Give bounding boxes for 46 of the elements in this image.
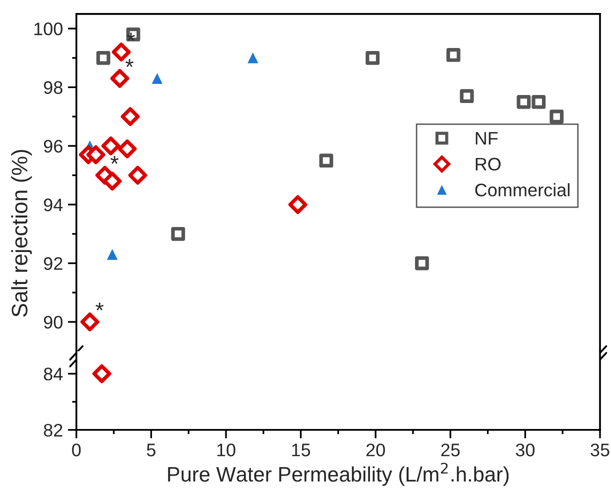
point	[96, 50, 110, 65]
point	[80, 312, 100, 332]
y-tick-label: 94	[44, 198, 63, 212]
point	[110, 69, 130, 88]
point	[516, 94, 531, 109]
annotation: *	[110, 156, 118, 164]
point	[171, 226, 186, 241]
point	[550, 110, 564, 124]
legend-label: Commercial	[475, 183, 570, 196]
legend-label: RO	[476, 158, 501, 171]
x-tick-label: 15	[292, 444, 310, 456]
x-axis-title: Pure Water Permeability (L/m$^{2}$.h.bar)	[168, 462, 509, 486]
y-tick-label: 98	[44, 81, 62, 94]
point	[86, 145, 106, 164]
x-tick-label: 5	[146, 444, 156, 456]
point	[128, 166, 148, 185]
point	[460, 89, 474, 103]
x-tick-label: 10	[217, 444, 236, 456]
annotation: *	[96, 302, 104, 310]
y-tick-label: 84	[44, 368, 63, 380]
point	[102, 172, 122, 191]
point	[152, 73, 163, 84]
x-tick-label: 0	[72, 444, 81, 456]
point	[288, 195, 308, 214]
x-tick-label: 20	[366, 444, 385, 456]
x-tick-label: 30	[516, 444, 535, 456]
x-tick-label: 25	[441, 444, 460, 456]
y-tick-label: 92	[44, 257, 62, 270]
point	[118, 139, 137, 158]
y-axis-title: Salt rejection (%)	[11, 150, 32, 317]
y-tick-label: 96	[44, 140, 62, 153]
point	[101, 136, 120, 156]
y-tick-label: 82	[44, 424, 62, 437]
point	[319, 154, 334, 168]
point	[415, 256, 429, 270]
x-tick-label: 35	[590, 444, 610, 456]
point	[446, 48, 460, 62]
annotation: *	[126, 59, 134, 67]
y-tick-label: 90	[44, 316, 62, 329]
y-tick-label: 100	[34, 22, 62, 36]
point	[366, 50, 380, 65]
point	[532, 94, 546, 109]
point	[248, 52, 258, 64]
legend-label: NF	[476, 132, 498, 145]
point	[120, 107, 140, 126]
point	[106, 249, 118, 260]
